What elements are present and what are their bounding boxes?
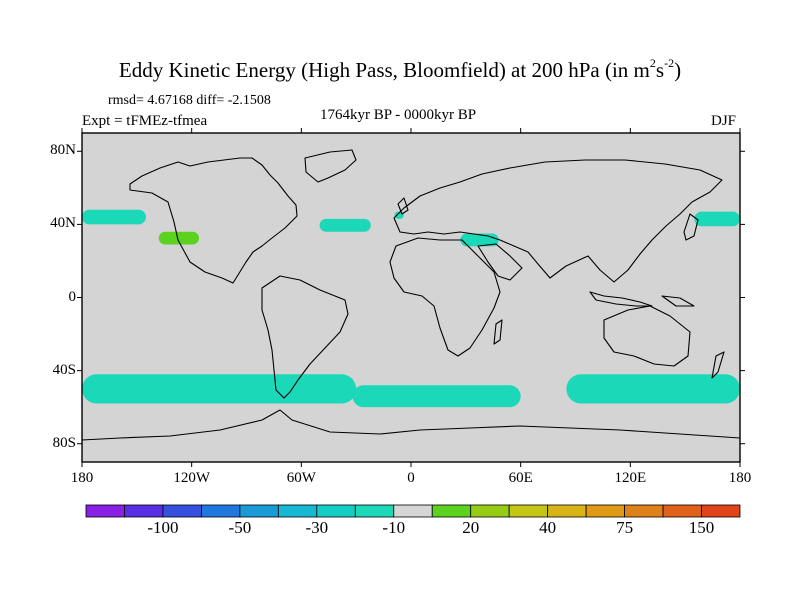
coast-north-america xyxy=(129,157,298,284)
region-n-pacific-increase xyxy=(158,231,199,245)
y-tick-label: 40N xyxy=(50,215,76,232)
colorbar-bin xyxy=(85,504,125,518)
region-southern-ocean-band-3 xyxy=(566,374,740,404)
colorbar-bin xyxy=(201,504,241,518)
colorbar-bin xyxy=(431,504,472,518)
colorbar-bin xyxy=(547,504,587,518)
colorbar-label: 150 xyxy=(688,518,715,537)
colorbar-label: 75 xyxy=(616,518,634,537)
region-nw-pacific-decrease xyxy=(694,211,740,227)
y-tick-label: 80S xyxy=(52,434,76,451)
coast-madagascar xyxy=(493,319,503,345)
coast-uk xyxy=(397,197,409,215)
colorbar-bin xyxy=(701,504,741,518)
colorbar-bin xyxy=(585,504,625,518)
colorbar-bin xyxy=(354,504,395,518)
coast-indonesia xyxy=(589,291,653,307)
coast-japan xyxy=(683,213,699,241)
coast-eurasia xyxy=(393,159,723,283)
y-tick-label: 40S xyxy=(52,361,76,378)
colorbar-bin xyxy=(162,504,202,518)
y-tick-label: 0 xyxy=(68,288,77,305)
x-tick-label: 180 xyxy=(728,470,752,486)
colorbar-bin xyxy=(124,504,164,518)
colorbar-label: -10 xyxy=(382,518,406,537)
period-label: 1764kyr BP - 0000kyr BP xyxy=(320,107,477,123)
colorbar-label: -30 xyxy=(305,518,329,537)
colorbar-bin xyxy=(239,504,279,518)
region-southern-ocean-band-2 xyxy=(352,385,521,408)
x-tick-label: 180 xyxy=(70,470,94,486)
coast-new-guinea xyxy=(661,295,695,307)
colorbar-bin xyxy=(624,504,664,518)
x-tick-label: 60E xyxy=(508,470,533,486)
colorbar-bin xyxy=(508,504,549,518)
region-n-atlantic-decrease xyxy=(319,218,371,232)
colorbar-bin xyxy=(662,504,702,518)
stats-text: rmsd= 4.67168 diff= -2.1508 xyxy=(108,93,271,108)
region-southern-ocean-band-1 xyxy=(82,374,357,404)
y-tick-label: 80N xyxy=(50,142,76,159)
coast-africa xyxy=(389,237,501,357)
colorbar-label: -50 xyxy=(228,518,252,537)
coast-south-america xyxy=(261,275,349,399)
coast-antarctica xyxy=(81,409,741,441)
coast-arabia xyxy=(477,243,523,281)
x-tick-label: 120E xyxy=(614,470,647,486)
chart-title: Eddy Kinetic Energy (High Pass, Bloomfie… xyxy=(118,56,682,82)
colorbar-bin xyxy=(470,504,510,518)
colorbar-label: 40 xyxy=(539,518,557,537)
region-n-pacific-east-decrease xyxy=(82,209,146,225)
x-tick-label: 0 xyxy=(407,470,415,486)
map-background xyxy=(82,133,740,462)
x-tick-label: 120W xyxy=(173,470,210,486)
coast-greenland xyxy=(304,149,357,183)
coast-australia xyxy=(603,305,691,367)
colorbar-label: 20 xyxy=(462,518,480,537)
coast-new-zealand xyxy=(711,351,725,379)
x-tick-label: 60W xyxy=(286,470,316,486)
experiment-label: Expt = tFMEz-tfmea xyxy=(82,113,208,129)
colorbar-label: -100 xyxy=(147,518,179,537)
colorbar-bin xyxy=(316,504,356,518)
colorbar-bin xyxy=(277,504,318,518)
season-label: DJF xyxy=(711,113,737,129)
colorbar-bin xyxy=(393,504,433,518)
